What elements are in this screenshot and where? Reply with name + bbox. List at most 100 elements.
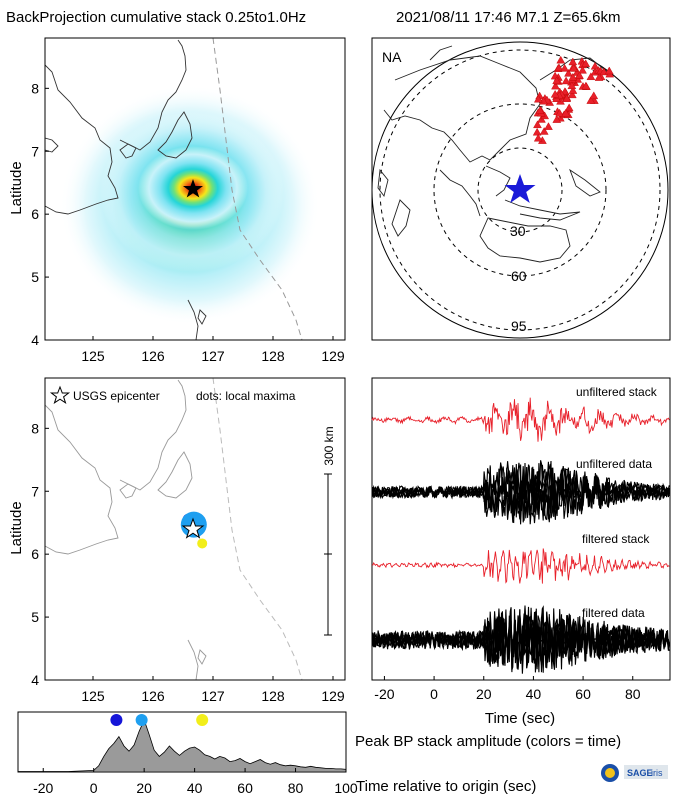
station-map-panel: NA 30 60 95: [371, 37, 671, 341]
station-triangle: [550, 89, 560, 98]
station-triangle: [568, 72, 578, 81]
station-triangle: [552, 115, 562, 123]
station-triangle: [554, 63, 564, 72]
waveform-xlabel: Time (sec): [485, 710, 555, 727]
peak-time-dot: [135, 714, 148, 726]
peak-time-dot: [110, 714, 123, 726]
station-triangle: [568, 57, 578, 66]
globe-outline: [372, 41, 669, 339]
station-markers: [532, 55, 615, 144]
station-triangle: [552, 76, 561, 85]
station-triangle: [569, 63, 579, 72]
station-triangle: [564, 68, 573, 77]
station-triangle: [556, 55, 566, 64]
bp-ytick-label: 6: [31, 206, 39, 222]
lm-ytick-label: 5: [31, 609, 39, 625]
wave-xtick-label: 60: [575, 686, 591, 702]
legend-epicenter-label: USGS epicenter: [73, 389, 160, 403]
logo-text: SAGE: [627, 768, 653, 778]
scale-bar-label: 300 km: [322, 426, 336, 465]
coastline-bp: [45, 39, 207, 340]
peak-time-dots: [110, 714, 209, 726]
filtered-stack-trace: [371, 548, 670, 584]
lm-axis-ticks: 125 126 127 128 129 4 5 6 7 8: [31, 420, 345, 704]
peak-caption: Peak BP stack amplitude (colors = time): [355, 733, 622, 750]
peak-xtick-label: 100: [334, 780, 358, 796]
wave-xtick-label: 0: [430, 686, 438, 702]
trench-line-lm: [212, 378, 303, 680]
station-triangle: [578, 65, 587, 74]
legend-dots-label: dots: local maxima: [196, 389, 296, 403]
scale-bar: [324, 473, 332, 636]
bp-xtick-label: 128: [261, 348, 285, 364]
station-triangle: [532, 127, 542, 136]
peak-xtick-label: 80: [288, 780, 304, 796]
lm-ylabel: Latitude: [8, 501, 25, 554]
lm-xtick-label: 128: [261, 688, 285, 704]
station-triangle: [581, 59, 591, 68]
peak-xtick-label: 20: [136, 780, 152, 796]
ring-95: [379, 49, 661, 331]
bp-ytick-label: 4: [31, 332, 39, 348]
station-triangle: [539, 127, 549, 135]
wave-xtick-label: 20: [476, 686, 492, 702]
unfiltered-stack-trace: [371, 397, 670, 442]
legend-star-icon: [49, 385, 71, 404]
chart-title: BackProjection cumulative stack 0.25to1.…: [6, 9, 307, 26]
station-triangle: [533, 133, 543, 142]
station-triangle: [533, 94, 543, 103]
peak-xtick-label: 40: [187, 780, 203, 796]
local-maximum-dot: [197, 538, 208, 549]
peak-time-dot: [196, 714, 209, 726]
station-triangle: [561, 108, 571, 117]
peak-axis-ticks: -20 0 20 40 60 80 100: [33, 768, 358, 796]
peak-xtick-label: -20: [33, 780, 53, 796]
bp-xtick-label: 125: [81, 348, 105, 364]
station-triangle: [586, 96, 596, 104]
station-triangle: [533, 120, 542, 129]
bp-xtick-label: 126: [141, 348, 165, 364]
sage-badge: [624, 765, 668, 779]
station-triangle: [560, 64, 569, 72]
wave-xtick-label: -20: [374, 686, 394, 702]
peak-xtick-label: 60: [237, 780, 253, 796]
trace-label-unfiltered-data: unfiltered data: [576, 457, 652, 471]
peak-amplitude-area: [17, 718, 347, 773]
bp-ytick-label: 8: [31, 80, 39, 96]
bp-xtick-label: 127: [201, 348, 225, 364]
peak-xtick-label: 0: [90, 780, 98, 796]
station-triangle: [589, 91, 599, 100]
wave-xtick-label: 80: [625, 686, 641, 702]
bp-ytick-label: 7: [31, 143, 39, 159]
waveform-traces: [371, 397, 670, 674]
trench-line-bp: [212, 38, 303, 340]
lm-ytick-label: 7: [31, 483, 39, 499]
projection-label: NA: [382, 49, 402, 65]
ring-60: [433, 103, 607, 277]
lm-ytick-label: 4: [31, 672, 39, 688]
waveform-panel: unfiltered stack unfiltered data filtere…: [371, 377, 671, 727]
station-triangle: [567, 81, 577, 90]
station-triangle: [564, 103, 574, 112]
station-triangle: [544, 122, 553, 130]
peak-xlabel: Time relative to origin (sec): [356, 778, 537, 795]
peak-amplitude-panel: -20 0 20 40 60 80 100: [17, 711, 358, 796]
station-triangle: [567, 90, 577, 99]
bp-axis-ticks: 125 126 127 128 129 4 5 6 7 8: [31, 80, 345, 364]
coastline-lm: [45, 379, 207, 680]
station-triangle: [535, 106, 545, 114]
station-epicenter-star: [504, 174, 536, 203]
ring-label-95: 95: [511, 318, 527, 334]
lm-xtick-label: 127: [201, 688, 225, 704]
station-triangle: [594, 73, 604, 81]
ring-label-60: 60: [511, 268, 527, 284]
unfiltered-data-trace: [371, 461, 670, 525]
trace-label-filtered-stack: filtered stack: [582, 532, 650, 546]
station-triangle: [561, 76, 571, 85]
logo-sub: iris: [651, 768, 663, 778]
bp-ylabel: Latitude: [8, 161, 25, 214]
bp-epicenter-star: [183, 179, 203, 198]
bp-xtick-label: 129: [321, 348, 345, 364]
lm-ytick-label: 8: [31, 420, 39, 436]
